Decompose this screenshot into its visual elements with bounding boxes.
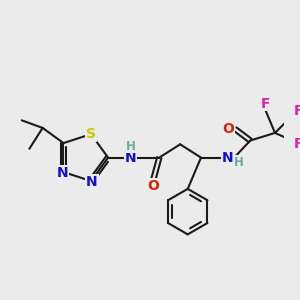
Text: S: S	[86, 127, 96, 141]
Text: F: F	[294, 137, 300, 151]
Text: N: N	[222, 151, 233, 165]
Text: O: O	[148, 179, 160, 193]
Text: F: F	[294, 104, 300, 118]
Text: N: N	[125, 151, 137, 165]
Text: H: H	[234, 156, 244, 169]
Text: N: N	[57, 166, 68, 180]
Text: N: N	[86, 175, 98, 189]
Text: O: O	[223, 122, 234, 136]
Text: F: F	[261, 97, 270, 110]
Text: H: H	[126, 140, 136, 153]
